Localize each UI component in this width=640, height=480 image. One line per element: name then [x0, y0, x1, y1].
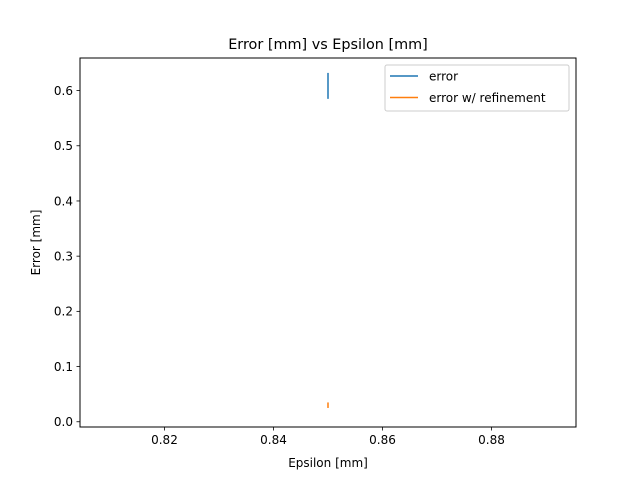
x-tick-label: 0.84 — [260, 433, 287, 447]
y-tick-label: 0.5 — [54, 139, 73, 153]
legend-label-error: error — [429, 70, 458, 84]
y-tick-label: 0.0 — [54, 415, 73, 429]
y-tick-label: 0.2 — [54, 305, 73, 319]
y-axis-label: Error [mm] — [29, 210, 43, 276]
x-axis-ticks: 0.82 0.84 0.86 0.88 — [151, 427, 505, 447]
y-tick-label: 0.4 — [54, 194, 73, 208]
plot-frame — [79, 57, 577, 428]
y-tick-label: 0.3 — [54, 249, 73, 263]
x-tick-label: 0.86 — [369, 433, 396, 447]
x-axis-label: Epsilon [mm] — [288, 456, 368, 470]
y-tick-label: 0.1 — [54, 360, 73, 374]
y-tick-label: 0.6 — [54, 84, 73, 98]
legend-box — [384, 64, 570, 112]
chart-title: Error [mm] vs Epsilon [mm] — [228, 37, 428, 53]
x-tick-label: 0.88 — [478, 433, 505, 447]
legend-label-error-refinement: error w/ refinement — [429, 91, 546, 105]
x-tick-label: 0.82 — [151, 433, 178, 447]
legend: error error w/ refinement — [384, 64, 570, 112]
y-axis-ticks: 0.0 0.1 0.2 0.3 0.4 0.5 0.6 — [54, 84, 80, 429]
plot-area — [80, 58, 576, 427]
